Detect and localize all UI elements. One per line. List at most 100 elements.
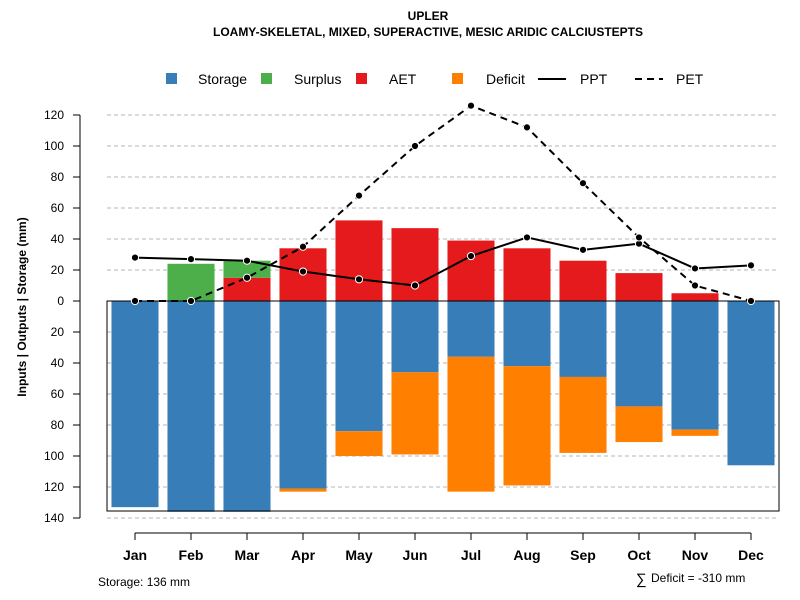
bar-storage-oct (615, 301, 663, 407)
legend-label-pet: PET (676, 71, 704, 87)
point-pet-mar (242, 273, 252, 282)
y-tick-label: 80 (51, 418, 65, 432)
bar-aet-mar (223, 277, 271, 301)
chart-legend: Storage Surplus AET Deficit PPT PET (166, 71, 704, 87)
x-tick-label-mar: Mar (235, 547, 260, 563)
y-tick-label: 80 (51, 170, 65, 184)
bar-aet-may (335, 220, 383, 301)
chart-subtitle: LOAMY-SKELETAL, MIXED, SUPERACTIVE, MESI… (213, 25, 643, 39)
point-pet-jun (410, 141, 420, 151)
legend-label-surplus: Surplus (294, 71, 341, 87)
y-tick-label: 40 (51, 356, 65, 370)
bar-storage-mar (223, 301, 271, 512)
bar-deficit-jun (391, 372, 439, 455)
bar-storage-nov (671, 301, 719, 430)
bar-deficit-jul (447, 356, 495, 492)
bar-storage-jul (447, 301, 495, 357)
bar-storage-dec (727, 301, 775, 466)
legend-swatch-aet (356, 73, 367, 84)
y-tick-label: 120 (44, 108, 64, 122)
point-ppt-nov (690, 264, 700, 273)
legend-label-storage: Storage (198, 71, 247, 87)
point-ppt-may (354, 275, 364, 284)
point-ppt-sep (578, 245, 588, 254)
bar-deficit-nov (671, 429, 719, 436)
x-tick-label-nov: Nov (682, 547, 709, 563)
storage-note: Storage: 136 mm (98, 575, 190, 589)
deficit-note: Deficit = -310 mm (651, 571, 745, 585)
y-axis: 120 100 80 60 40 20 0 20 40 60 80 100 120 140 (44, 108, 81, 525)
y-tick-label: 120 (44, 480, 64, 494)
x-tick-label-aug: Aug (513, 547, 540, 563)
bar-aet-aug (503, 248, 551, 301)
y-tick-label: 100 (44, 139, 64, 153)
point-pet-oct (634, 233, 644, 242)
legend-swatch-storage (166, 73, 177, 84)
x-tick-label-may: May (345, 547, 372, 563)
bar-storage-feb (167, 301, 215, 512)
grid-lines (107, 114, 779, 519)
point-ppt-jan (130, 253, 140, 262)
bar-aet-nov (671, 293, 719, 301)
point-ppt-apr (298, 267, 308, 276)
bar-storage-may (335, 301, 383, 432)
y-tick-label: 140 (44, 511, 64, 525)
point-ppt-aug (522, 233, 532, 242)
x-tick-label-jan: Jan (123, 547, 147, 563)
bar-deficit-apr (279, 488, 327, 492)
x-tick-label-jun: Jun (403, 547, 428, 563)
x-tick-label-feb: Feb (179, 547, 204, 563)
bar-series (111, 220, 775, 512)
point-ppt-jul (466, 251, 476, 261)
point-pet-jan (130, 296, 140, 306)
bar-deficit-sep (559, 376, 607, 453)
legend-label-aet: AET (389, 71, 417, 87)
bar-deficit-may (335, 431, 383, 456)
y-tick-label: 0 (57, 294, 64, 308)
sum-symbol: ∑ (636, 571, 647, 588)
bar-surplus-mar (223, 260, 271, 278)
point-ppt-jun (410, 281, 420, 290)
point-pet-may (354, 191, 364, 200)
bar-storage-apr (279, 301, 327, 489)
bar-aet-sep (559, 260, 607, 301)
bar-storage-jun (391, 301, 439, 373)
point-ppt-mar (242, 256, 252, 265)
x-tick-label-dec: Dec (738, 547, 764, 563)
bar-deficit-aug (503, 366, 551, 486)
bar-surplus-feb (167, 263, 215, 301)
bar-storage-jan (111, 301, 159, 508)
legend-label-ppt: PPT (580, 71, 608, 87)
line-series (130, 101, 756, 306)
point-pet-aug (522, 123, 532, 132)
point-pet-dec (746, 296, 756, 306)
chart-title: UPLER (408, 9, 449, 23)
x-tick-label-jul: Jul (461, 547, 481, 563)
point-pet-feb (186, 296, 196, 306)
point-pet-jul (466, 101, 476, 110)
bar-aet-jun (391, 228, 439, 301)
y-tick-label: 100 (44, 449, 64, 463)
bar-aet-oct (615, 273, 663, 301)
x-axis: Jan Feb Mar Apr May Jun Jul Aug Sep Oct Nov Dec (123, 532, 764, 563)
legend-label-deficit: Deficit (486, 71, 525, 87)
y-tick-label: 60 (51, 201, 65, 215)
line-ppt (134, 236, 752, 287)
bar-deficit-oct (615, 406, 663, 443)
point-ppt-feb (186, 255, 196, 264)
y-axis-label: Inputs | Outputs | Storage (mm) (15, 217, 29, 396)
point-pet-apr (298, 242, 308, 251)
y-tick-label: 20 (51, 325, 65, 339)
x-tick-label-apr: Apr (291, 547, 316, 563)
bar-storage-sep (559, 301, 607, 377)
legend-swatch-surplus (261, 73, 272, 84)
point-ppt-dec (746, 261, 756, 270)
y-tick-label: 60 (51, 387, 65, 401)
x-tick-label-oct: Oct (627, 547, 651, 563)
line-pet (135, 104, 752, 302)
x-tick-label-sep: Sep (570, 547, 596, 563)
bar-storage-aug (503, 301, 551, 367)
legend-swatch-deficit (452, 73, 463, 84)
point-pet-nov (690, 281, 700, 290)
